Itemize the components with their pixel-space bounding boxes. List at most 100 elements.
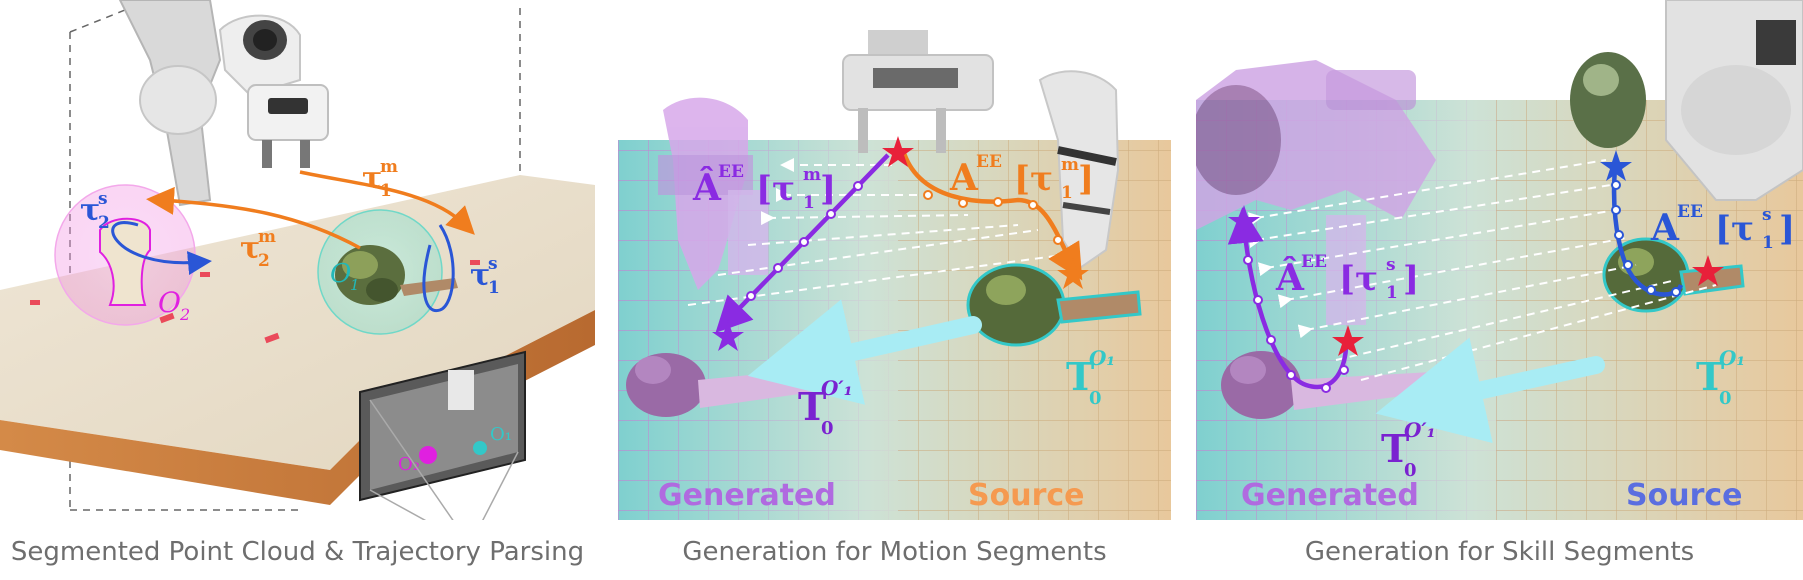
caption-panel-1: Segmented Point Cloud & Trajectory Parsi…: [10, 537, 585, 567]
tau2s-sup: s: [98, 189, 108, 209]
source-waypoints: [923, 190, 1063, 245]
t-gen-sub: 0: [821, 418, 834, 439]
gen-tau: [τ: [1339, 259, 1378, 299]
t-src-base: T: [1696, 354, 1724, 399]
src-sup: EE: [1677, 202, 1703, 222]
generated-action-label: Â EE [τ s 1 ]: [1275, 252, 1419, 303]
t-gen-sup: O′₁: [821, 376, 852, 400]
source-waypoints: [1611, 180, 1681, 297]
t-src-sup: O₁: [1089, 346, 1115, 370]
tau2s-base: τ: [80, 193, 100, 228]
label-o2: O 2: [158, 286, 190, 324]
table-edge: [0, 310, 595, 505]
t-src-sub: 0: [1719, 388, 1732, 409]
source-held-object: [1570, 52, 1646, 148]
src-sup: EE: [976, 152, 1002, 172]
source-label: Source: [1626, 478, 1743, 513]
src-a: A: [949, 157, 979, 199]
robot-arm: [118, 0, 329, 207]
src-close: ]: [1078, 159, 1094, 199]
trajectory-tau2-m: [146, 186, 361, 250]
inset-o1-label: O₁: [490, 424, 512, 445]
src-tsup: m: [1061, 155, 1079, 175]
top-gripper-cloud: [842, 30, 994, 153]
t-gen-sup: O′₁: [1404, 418, 1435, 442]
gen-close: ]: [820, 169, 836, 209]
tau1s-sub: 1: [488, 278, 500, 298]
t-src-sub: 0: [1089, 388, 1102, 409]
label-tau1-m: τ m 1: [362, 157, 398, 201]
t-gen-base: T: [798, 384, 826, 429]
generated-waypoints: [746, 181, 863, 301]
source-transform-label: T 0 O₁: [1696, 346, 1745, 409]
gen-tsub: 1: [803, 193, 815, 213]
panel-motion-segments: Â EE [τ m 1 ] A EE [τ m 1 ] T 0 O′₁ T 0 …: [618, 0, 1171, 520]
src-tsub: 1: [1061, 183, 1073, 203]
t-gen-sub: 0: [1404, 460, 1417, 481]
tau1m-sup: m: [380, 157, 398, 177]
inset-o2-label: O₂: [398, 454, 420, 475]
o1-base: O: [330, 259, 351, 289]
source-gripper-cloud: [1038, 70, 1120, 270]
gen-ahat: Â: [692, 167, 722, 209]
panel-2-illustration: Â EE [τ m 1 ] A EE [τ m 1 ] T 0 O′₁ T 0 …: [618, 30, 1171, 520]
gen-sup: EE: [718, 162, 744, 182]
generated-gripper-cloud: [658, 97, 768, 290]
gen-tsup: m: [803, 165, 821, 185]
correspondence-lines: [687, 158, 1064, 306]
trajectory-tau2-s: [111, 221, 212, 276]
src-tau: [τ: [1014, 159, 1053, 199]
end-star-purple: [1228, 205, 1260, 236]
panel-point-cloud-parsing: τ s 2 τ m 2 τ m 1 τ s 1 O 2 O 1: [0, 0, 595, 520]
table-top: [0, 175, 595, 470]
o1-sub: 1: [350, 276, 360, 294]
label-o1: O 1: [330, 259, 360, 294]
trajectory-tau1-m: [299, 170, 475, 235]
tau2s-sub: 2: [98, 213, 110, 233]
generated-waypoints: [1243, 255, 1349, 393]
source-object-cloud: [966, 263, 1142, 347]
start-star-red-generated: [1332, 325, 1364, 356]
source-action-label: A EE [τ s 1 ]: [1650, 202, 1795, 253]
generated-transform-label: T 0 O′₁: [1381, 418, 1435, 481]
gen-tsup: s: [1386, 255, 1396, 275]
o1-object: [335, 245, 458, 305]
generated-action-label: Â EE [τ m 1 ]: [692, 162, 836, 213]
source-transform-label: T 0 O₁: [1066, 346, 1115, 409]
src-tau: [τ: [1715, 209, 1754, 249]
panel-skill-segments: Â EE [τ s 1 ] A EE [τ s 1 ] T 0 O′₁ T 0 …: [1196, 0, 1803, 520]
t-gen-base: T: [1381, 426, 1409, 471]
caption-panel-3: Generation for Skill Segments: [1304, 537, 1695, 567]
tau2m-sup: m: [258, 227, 276, 247]
gen-tsub: 1: [1386, 283, 1398, 303]
end-star-red-source: [1692, 255, 1724, 286]
trajectory-tau1-s: [422, 224, 455, 313]
end-star-purple: [712, 320, 744, 351]
caption-panel-2: Generation for Motion Segments: [682, 537, 1107, 567]
start-star-red: [882, 136, 914, 167]
tau1m-sub: 1: [380, 181, 392, 201]
t-src-base: T: [1066, 354, 1094, 399]
tau1s-sup: s: [488, 254, 498, 274]
generated-transform-label: T 0 O′₁: [798, 376, 852, 439]
source-label: Source: [968, 478, 1085, 513]
src-tsup: s: [1762, 205, 1772, 225]
start-star-blue: [1600, 150, 1632, 181]
gen-tau: [τ: [756, 169, 795, 209]
generated-label: Generated: [1241, 478, 1419, 513]
generated-robot-cloud: [1196, 60, 1436, 325]
o2-object-outline: [99, 217, 151, 306]
transform-arrow: [747, 299, 982, 405]
transform-arrow: [1375, 337, 1605, 444]
src-close: ]: [1779, 209, 1795, 249]
source-action-label: A EE [τ m 1 ]: [949, 152, 1094, 203]
label-tau2-m: τ m 2: [240, 227, 276, 271]
panel-3-illustration: Â EE [τ s 1 ] A EE [τ s 1 ] T 0 O′₁ T 0 …: [1196, 0, 1803, 520]
src-tsub: 1: [1762, 233, 1774, 253]
panel-1-illustration: τ s 2 τ m 2 τ m 1 τ s 1 O 2 O 1: [0, 0, 595, 520]
gen-ahat: Â: [1275, 257, 1305, 299]
source-robot-cloud: [1665, 0, 1803, 201]
o2-sub: 2: [179, 305, 190, 324]
tau2m-base: τ: [240, 231, 260, 266]
t-src-sup: O₁: [1719, 346, 1745, 370]
